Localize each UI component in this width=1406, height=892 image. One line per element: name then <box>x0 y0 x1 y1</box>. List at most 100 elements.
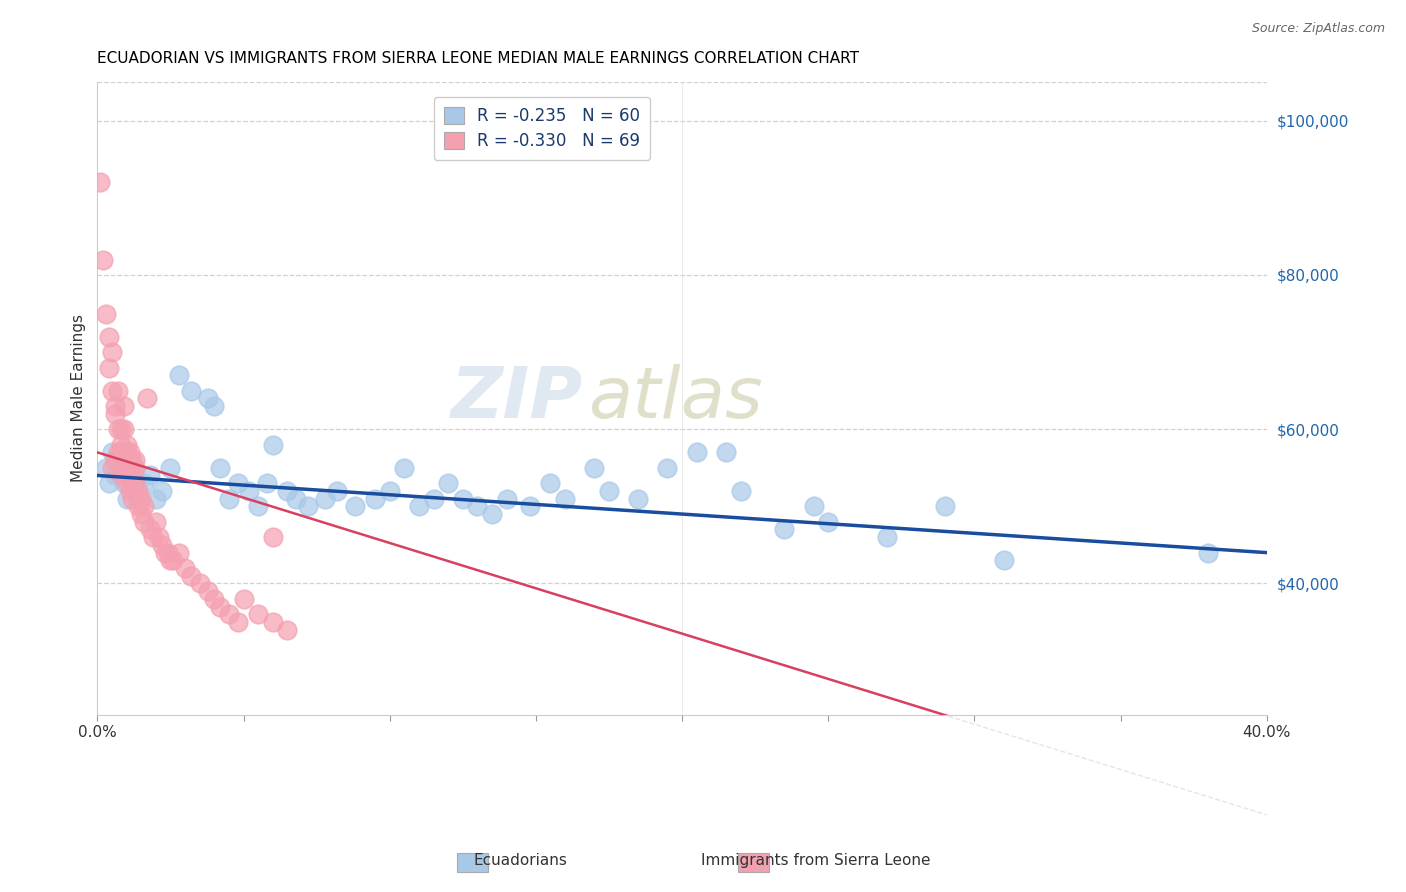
Point <box>145 515 167 529</box>
Point <box>993 553 1015 567</box>
Point <box>124 483 146 498</box>
Point <box>364 491 387 506</box>
Point <box>112 460 135 475</box>
Point <box>159 553 181 567</box>
Point <box>218 607 240 622</box>
Point <box>685 445 707 459</box>
Point <box>180 568 202 582</box>
Point <box>101 345 124 359</box>
Point <box>167 368 190 383</box>
Point <box>107 422 129 436</box>
Legend: R = -0.235   N = 60, R = -0.330   N = 69: R = -0.235 N = 60, R = -0.330 N = 69 <box>433 97 650 160</box>
Point <box>121 453 143 467</box>
Point <box>326 483 349 498</box>
Point <box>112 422 135 436</box>
Point <box>714 445 737 459</box>
Point <box>118 468 141 483</box>
Point <box>148 530 170 544</box>
Point <box>218 491 240 506</box>
Point <box>519 500 541 514</box>
Point <box>934 500 956 514</box>
Point <box>145 491 167 506</box>
Point <box>129 507 152 521</box>
Point <box>226 476 249 491</box>
Point <box>107 384 129 398</box>
Point <box>94 306 117 320</box>
Point <box>110 445 132 459</box>
Point <box>101 384 124 398</box>
Point <box>124 453 146 467</box>
Text: Ecuadorians: Ecuadorians <box>474 854 567 868</box>
Point <box>139 468 162 483</box>
Point <box>657 460 679 475</box>
Point <box>876 530 898 544</box>
Point <box>121 468 143 483</box>
Point <box>467 500 489 514</box>
Point <box>378 483 401 498</box>
Point <box>98 329 121 343</box>
Point <box>162 553 184 567</box>
Point <box>276 623 298 637</box>
Point <box>247 500 270 514</box>
Point <box>124 476 146 491</box>
Point <box>226 615 249 629</box>
Point <box>118 460 141 475</box>
Point <box>297 500 319 514</box>
Point <box>437 476 460 491</box>
Point <box>167 546 190 560</box>
Point <box>121 476 143 491</box>
Point <box>121 491 143 506</box>
Point <box>127 500 149 514</box>
Point <box>118 445 141 459</box>
Point <box>112 445 135 459</box>
Point <box>107 445 129 459</box>
Point <box>112 476 135 491</box>
Point <box>115 453 138 467</box>
Point <box>156 546 179 560</box>
Point <box>773 523 796 537</box>
Point <box>136 392 159 406</box>
Point <box>627 491 650 506</box>
Point <box>197 584 219 599</box>
Point <box>104 468 127 483</box>
Point <box>89 175 111 189</box>
Point <box>730 483 752 498</box>
Point <box>118 483 141 498</box>
Point <box>276 483 298 498</box>
Point <box>115 445 138 459</box>
Point <box>540 476 562 491</box>
Point <box>209 599 232 614</box>
Point <box>115 491 138 506</box>
Text: Immigrants from Sierra Leone: Immigrants from Sierra Leone <box>700 854 931 868</box>
Point <box>134 500 156 514</box>
Point <box>495 491 517 506</box>
Point <box>481 507 503 521</box>
Point <box>121 468 143 483</box>
Point <box>104 453 127 467</box>
Point <box>104 399 127 413</box>
Point <box>134 515 156 529</box>
Point <box>174 561 197 575</box>
Point <box>422 491 444 506</box>
Point <box>209 460 232 475</box>
Point <box>127 483 149 498</box>
Point <box>238 483 260 498</box>
Point <box>110 437 132 451</box>
Point <box>107 453 129 467</box>
Point <box>1197 546 1219 560</box>
Point <box>139 523 162 537</box>
Point <box>110 460 132 475</box>
Point <box>188 576 211 591</box>
Point <box>134 476 156 491</box>
Point <box>142 530 165 544</box>
Point <box>817 515 839 529</box>
Text: ZIP: ZIP <box>450 364 582 433</box>
Point <box>115 460 138 475</box>
Point <box>110 422 132 436</box>
Point <box>115 476 138 491</box>
Point <box>150 483 173 498</box>
Point <box>110 468 132 483</box>
Point <box>104 407 127 421</box>
Point <box>127 483 149 498</box>
Point <box>98 360 121 375</box>
